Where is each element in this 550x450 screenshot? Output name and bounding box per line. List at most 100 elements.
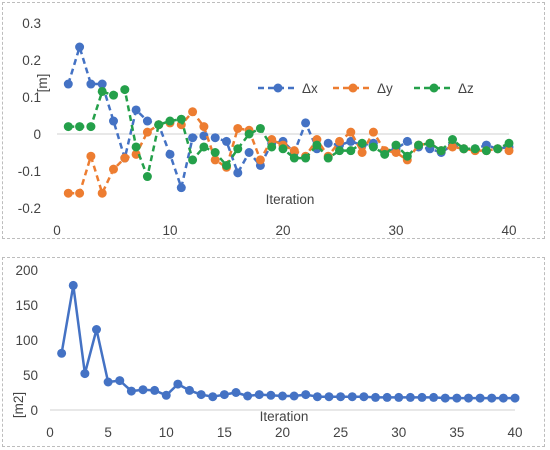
series-line (60, 284, 515, 400)
x-tick-label: 40 (501, 223, 516, 238)
data-point (75, 122, 85, 132)
legend-label: Δx (302, 81, 318, 96)
data-point (448, 135, 457, 145)
data-point (210, 155, 220, 165)
data-point (154, 120, 164, 130)
data-point (86, 122, 96, 132)
data-point (86, 79, 96, 89)
data-point (346, 127, 356, 137)
data-point (75, 42, 85, 52)
top-chart: -0.2 -0.1 0 0.1 0.2 0.3 0 10 20 30 40 Iteration [m] Δ… (18, 16, 517, 238)
y-tick-label: 0.1 (22, 90, 41, 105)
data-point (57, 348, 67, 358)
data-point (452, 393, 462, 403)
data-point (394, 392, 404, 402)
x-tick-label: 10 (159, 425, 174, 440)
data-point (109, 90, 118, 100)
data-point (391, 140, 401, 150)
data-point (255, 155, 265, 165)
data-point (80, 369, 90, 379)
series-main (57, 280, 520, 403)
data-point (470, 144, 480, 154)
data-point (336, 392, 346, 402)
data-point (243, 391, 253, 401)
x-tick-label: 15 (217, 425, 232, 440)
data-point (188, 155, 198, 165)
data-point (97, 188, 107, 198)
data-point (289, 391, 299, 401)
data-point (126, 386, 136, 396)
data-point (380, 149, 390, 159)
data-point (92, 325, 101, 334)
legend-item: Δz (414, 81, 474, 96)
data-point (222, 160, 231, 170)
data-point (63, 188, 73, 198)
x-tick-label: 0 (46, 425, 54, 440)
y-tick-label: 100 (15, 333, 38, 348)
data-point (131, 105, 141, 115)
data-point (255, 123, 265, 133)
data-point (115, 376, 125, 386)
y-axis-label: [m] (35, 74, 50, 93)
x-tick-label: 35 (449, 425, 464, 440)
data-point (278, 144, 288, 154)
data-point (173, 379, 183, 389)
data-point (233, 168, 243, 178)
data-point (131, 142, 141, 152)
data-point (335, 146, 344, 156)
data-point (267, 142, 277, 152)
data-point (504, 138, 514, 148)
y-tick-label: 0.3 (22, 16, 41, 31)
data-point (199, 131, 209, 141)
data-point (142, 127, 152, 137)
data-point (429, 392, 439, 402)
data-point (459, 144, 469, 154)
y-tick-label: -0.2 (18, 201, 41, 216)
legend-marker (429, 83, 439, 93)
data-point (448, 142, 457, 152)
data-point (357, 138, 367, 148)
data-point (63, 79, 73, 89)
legend-item: Δy (333, 81, 393, 96)
legend-label: Δy (377, 81, 393, 96)
x-tick-label: 30 (391, 425, 406, 440)
data-point (493, 144, 503, 154)
data-point (278, 391, 287, 401)
x-tick-label: 20 (275, 223, 290, 238)
data-point (335, 136, 344, 146)
data-point (417, 392, 427, 402)
y-tick-label: 0 (33, 127, 41, 142)
y-axis-label: [m2] (11, 392, 26, 418)
data-point (75, 188, 85, 198)
data-point (97, 79, 107, 89)
data-point (196, 390, 206, 400)
data-point (120, 85, 130, 95)
data-point (68, 280, 78, 290)
data-point (188, 107, 198, 117)
data-point (63, 122, 73, 132)
data-point (222, 136, 231, 146)
data-point (233, 144, 243, 154)
x-tick-label: 20 (275, 425, 290, 440)
top-chart-panel: -0.2 -0.1 0 0.1 0.2 0.3 0 10 20 30 40 Iteration [m] Δ… (2, 2, 545, 239)
data-point (266, 390, 276, 400)
x-tick-label: 30 (388, 223, 403, 238)
data-point (231, 388, 241, 397)
data-point (464, 393, 473, 403)
data-point (165, 116, 175, 126)
data-point (97, 86, 107, 96)
bottom-chart-panel: 0 50 100 150 200 0 5 10 15 20 25 30 35 40 Iteration [m2… (2, 257, 545, 447)
data-point (267, 135, 277, 145)
data-point (233, 123, 243, 133)
legend-label: Δz (458, 81, 474, 96)
data-point (402, 136, 412, 146)
bottom-chart: 0 50 100 150 200 0 5 10 15 20 25 30 35 40 Iteration [m2… (11, 263, 523, 440)
data-point (142, 172, 152, 182)
x-tick-label: 25 (333, 425, 348, 440)
data-point (347, 392, 357, 402)
data-point (440, 393, 450, 403)
data-point (199, 122, 209, 132)
data-point (402, 151, 412, 161)
data-point (346, 136, 356, 146)
data-point (391, 148, 401, 157)
